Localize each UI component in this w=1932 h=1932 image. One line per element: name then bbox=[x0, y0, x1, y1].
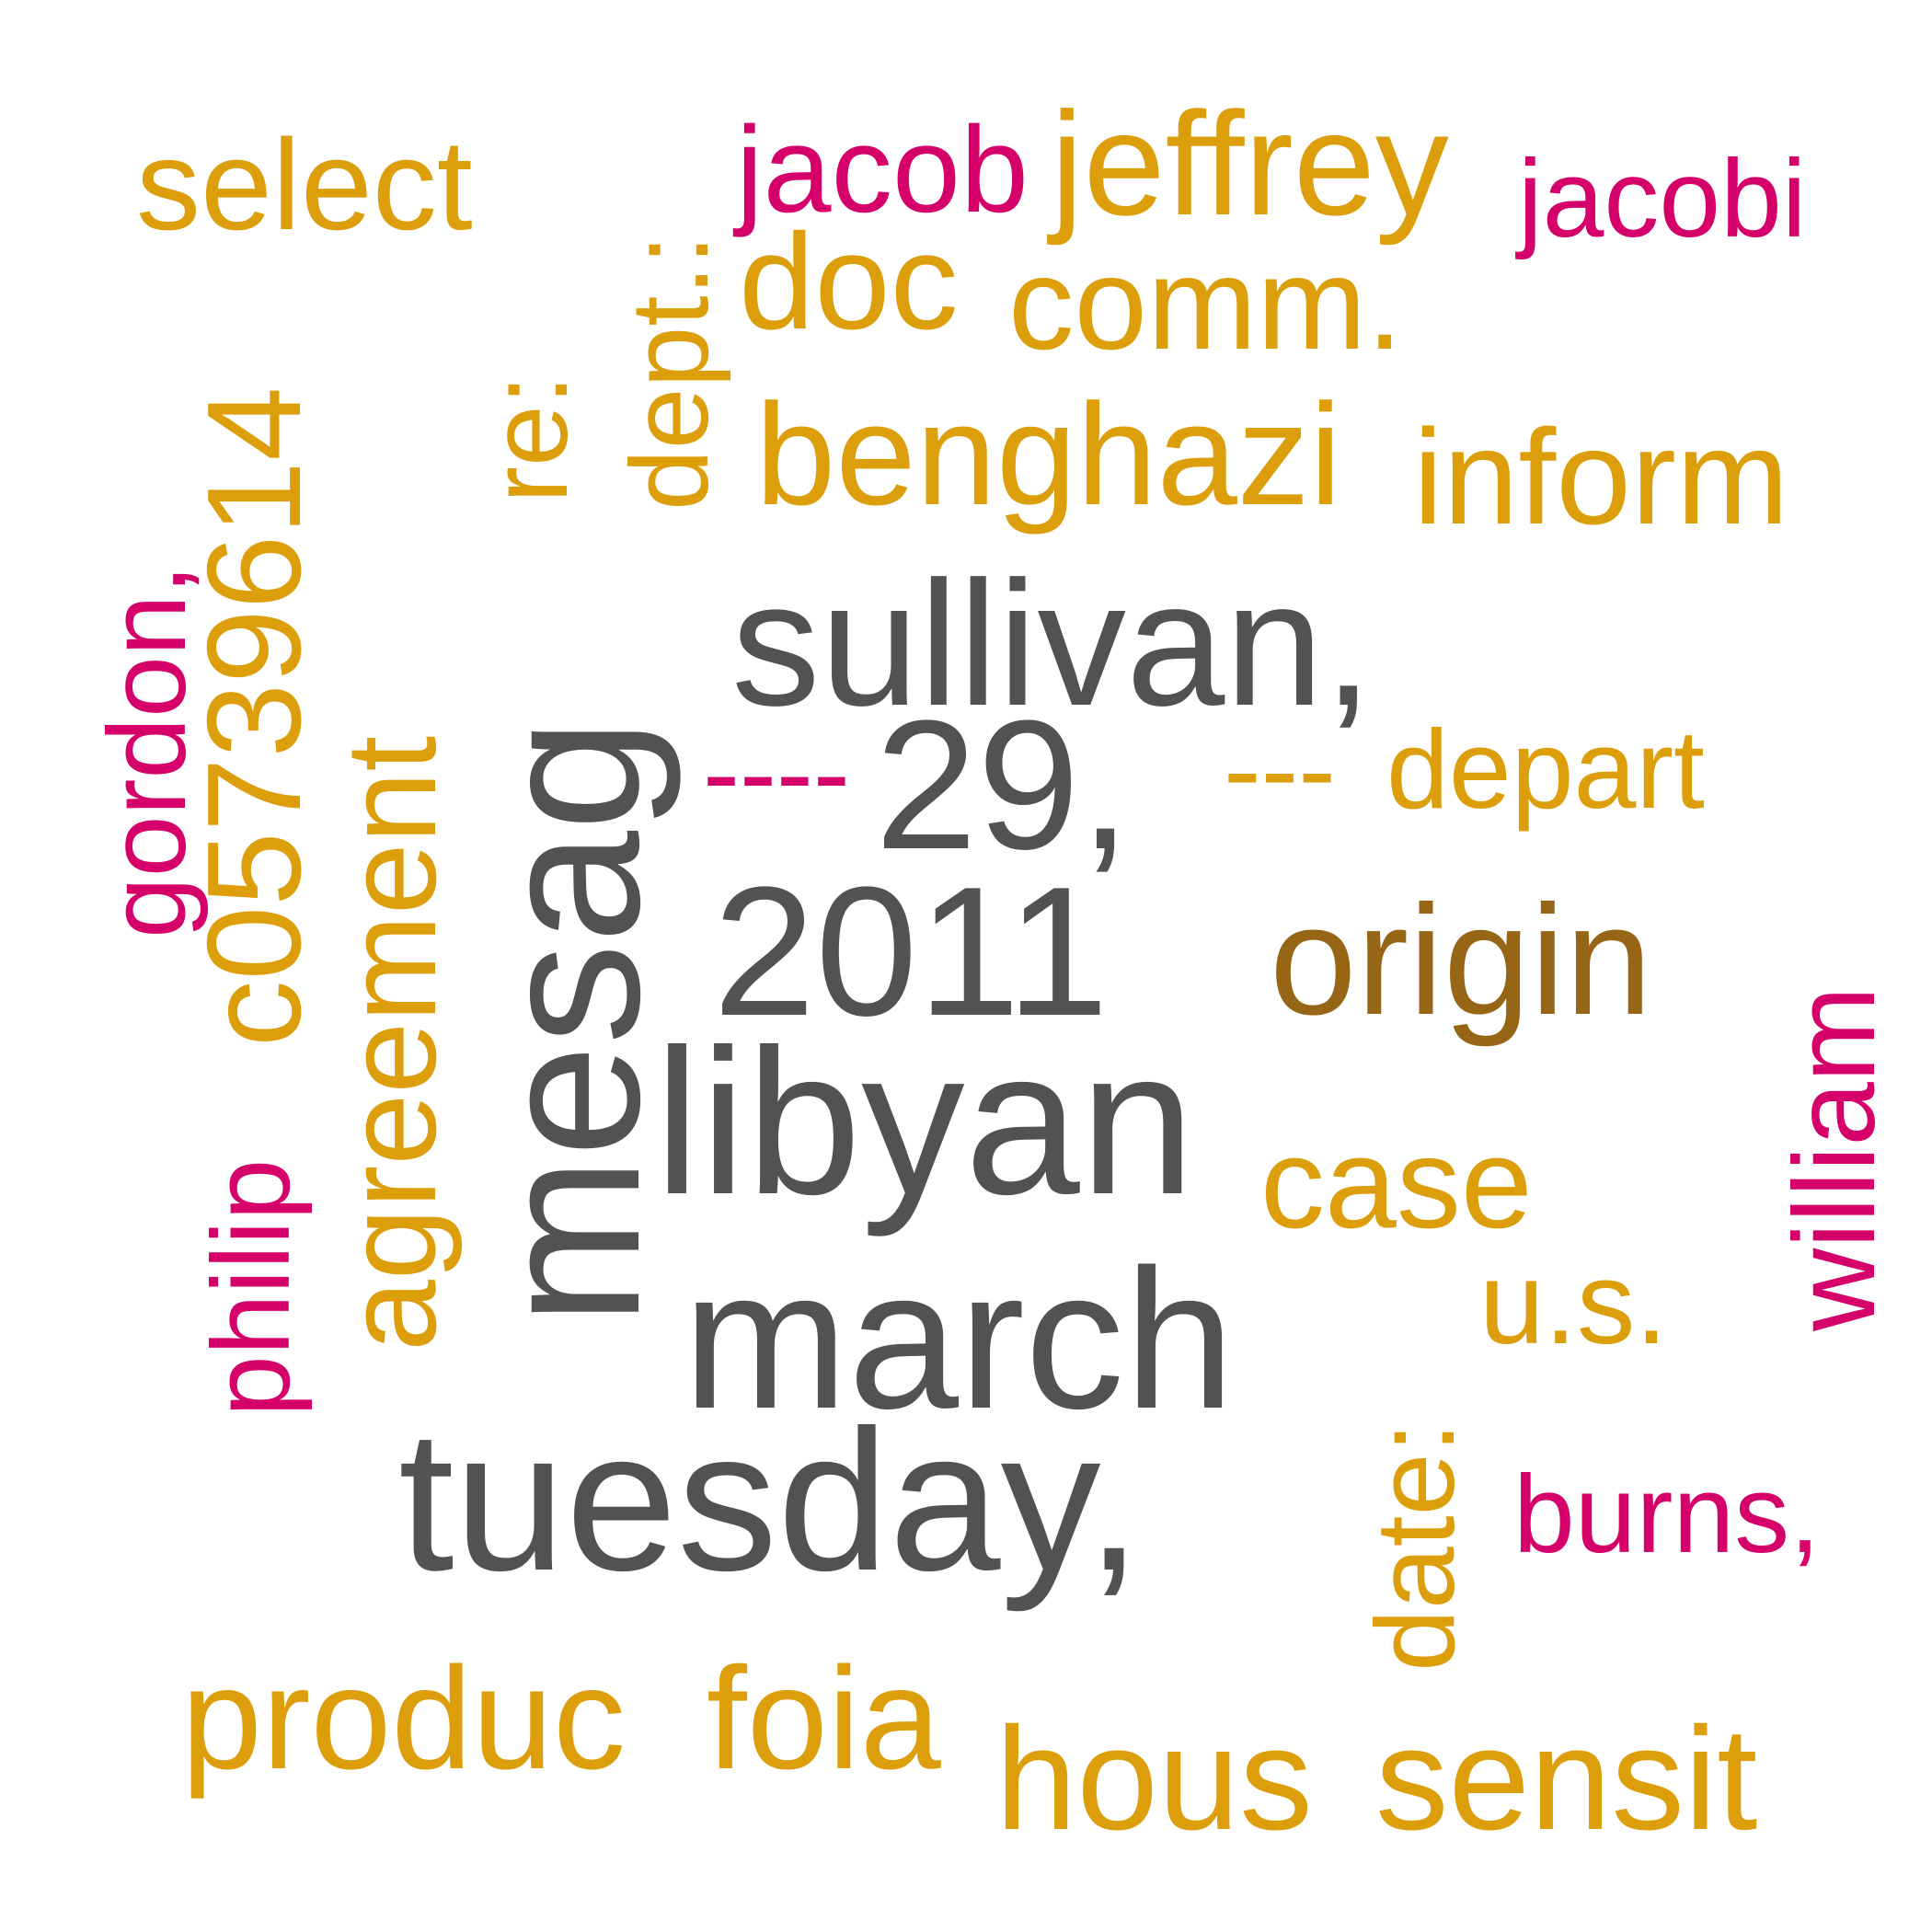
word-29: 29, bbox=[875, 683, 1132, 888]
word-agreement: agreement bbox=[318, 735, 463, 1351]
word-jacobi: jacobi bbox=[1518, 137, 1807, 260]
word-depart: depart bbox=[1386, 707, 1705, 832]
word-inform: inform bbox=[1413, 402, 1789, 553]
word-dashes-three: --- bbox=[1224, 707, 1336, 832]
word-tuesday: tuesday, bbox=[398, 1389, 1142, 1613]
word-2011: 2011 bbox=[713, 849, 1110, 1054]
word-dept: dept.: bbox=[608, 234, 731, 511]
word-gordon: gordon, bbox=[86, 564, 209, 938]
word-jacob: jacob bbox=[736, 102, 1029, 238]
word-william: william bbox=[1771, 986, 1899, 1331]
word-foia: foia bbox=[707, 1638, 941, 1800]
word-us: u.s. bbox=[1479, 1237, 1668, 1368]
word-case: case bbox=[1260, 1110, 1533, 1255]
word-burns: burns, bbox=[1513, 1453, 1821, 1576]
word-re: re: bbox=[467, 374, 591, 503]
word-sensit: sensit bbox=[1375, 1696, 1758, 1860]
word-date: date: bbox=[1352, 1421, 1478, 1672]
word-libyan: libyan bbox=[654, 1006, 1195, 1237]
word-comm: comm. bbox=[1008, 231, 1403, 377]
word-select: select bbox=[136, 112, 473, 257]
word-march: march bbox=[683, 1227, 1236, 1450]
word-dashes-four: ---- bbox=[703, 711, 850, 834]
word-benghazi: benghazi bbox=[755, 374, 1342, 535]
word-produc: produc bbox=[181, 1638, 627, 1800]
word-mesag: mesag bbox=[455, 718, 682, 1326]
word-origin: origin bbox=[1270, 873, 1652, 1048]
word-hous: hous bbox=[995, 1696, 1313, 1860]
word-sullivan: sullivan, bbox=[731, 544, 1374, 742]
word-doc: doc bbox=[739, 206, 959, 358]
word-philip: philip bbox=[190, 1158, 313, 1417]
word-jeffrey: jeffrey bbox=[1051, 81, 1449, 246]
